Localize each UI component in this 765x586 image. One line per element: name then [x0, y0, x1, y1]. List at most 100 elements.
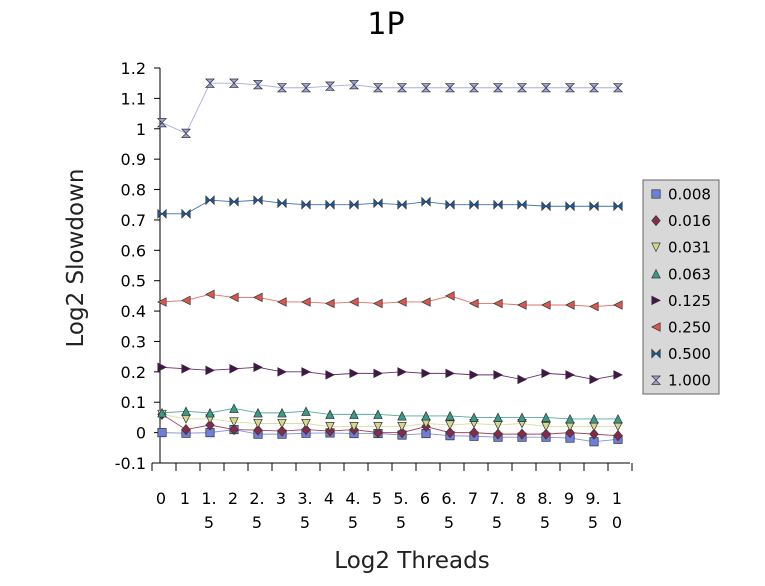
data-point	[493, 428, 503, 440]
data-point	[373, 427, 383, 439]
data-point	[157, 362, 167, 373]
data-point	[301, 424, 311, 436]
x-tick-label: 0	[156, 489, 166, 508]
data-point	[253, 292, 263, 303]
data-point	[229, 403, 239, 413]
x-tick-label: 6	[420, 489, 430, 508]
x-tick-label: 8	[516, 489, 526, 508]
data-point	[589, 301, 599, 312]
data-point	[564, 83, 576, 93]
data-point	[253, 418, 263, 429]
data-point	[181, 364, 191, 374]
y-tick-label: 0.3	[121, 332, 146, 351]
data-point	[325, 409, 335, 419]
data-point	[469, 298, 479, 309]
data-point	[469, 427, 479, 439]
x-tick-label: 5	[492, 513, 502, 532]
data-point	[228, 78, 240, 88]
series-line	[161, 413, 618, 427]
data-point	[445, 199, 455, 210]
data-point	[229, 417, 239, 427]
data-point	[349, 199, 359, 210]
data-point	[325, 298, 335, 309]
x-tick-label: 9.	[585, 489, 600, 508]
legend-label: 0.016	[668, 212, 711, 230]
data-point	[613, 430, 623, 442]
x-tick-label: 5	[396, 513, 406, 532]
data-point	[420, 83, 432, 93]
data-point	[397, 367, 407, 377]
data-point	[301, 367, 311, 377]
y-tick-label: 0.4	[121, 302, 146, 321]
data-point	[229, 292, 239, 303]
data-point	[541, 412, 551, 422]
data-point	[589, 413, 599, 424]
x-tick-label: 5	[204, 513, 214, 532]
x-tick-label: 5	[444, 513, 454, 532]
data-point	[204, 78, 216, 88]
y-tick-label: 0.8	[121, 181, 146, 200]
series-0.063	[157, 403, 623, 424]
y-tick-label: 0.2	[121, 363, 146, 382]
data-point	[612, 83, 624, 93]
legend-label: 0.031	[668, 239, 711, 257]
data-point	[205, 419, 215, 431]
data-point	[253, 407, 263, 418]
y-tick-label: 1.1	[121, 89, 146, 108]
data-point	[396, 83, 408, 93]
legend-label: 0.008	[668, 186, 711, 204]
data-point	[349, 368, 359, 379]
series-0.125	[157, 362, 623, 385]
data-point	[445, 410, 455, 421]
data-point	[444, 83, 456, 93]
x-tick-label: 5	[348, 513, 358, 532]
legend-label: 0.125	[668, 292, 711, 310]
series-0.500	[157, 195, 623, 219]
data-point	[181, 295, 191, 306]
data-point	[516, 83, 528, 93]
data-point	[349, 297, 359, 307]
x-tick-label: 4	[324, 489, 334, 508]
data-point	[493, 370, 503, 380]
x-tick-label: 9	[564, 489, 574, 508]
legend-item: 0.500	[651, 345, 711, 363]
data-point	[324, 81, 336, 91]
data-point	[229, 424, 239, 436]
data-point	[469, 199, 479, 210]
data-point	[493, 412, 503, 422]
data-point	[205, 407, 215, 418]
data-point	[157, 407, 167, 418]
series-0.250	[157, 289, 623, 312]
legend-label: 0.250	[668, 319, 711, 337]
data-point	[517, 412, 527, 422]
x-tick-label: 5	[540, 513, 550, 532]
data-point	[372, 83, 384, 93]
data-point	[373, 298, 383, 309]
data-point	[277, 425, 287, 437]
data-point	[493, 298, 503, 309]
data-point	[276, 83, 288, 93]
data-point	[397, 427, 407, 439]
data-point	[180, 128, 192, 138]
data-point	[253, 362, 263, 373]
y-tick-label: 0.5	[121, 272, 146, 291]
series-line	[161, 407, 618, 420]
legend-marker	[651, 295, 661, 306]
data-point	[517, 199, 527, 210]
y-tick-label: 0.6	[121, 241, 146, 260]
data-point	[181, 424, 191, 436]
data-point	[253, 195, 263, 206]
data-point	[373, 368, 383, 379]
data-point	[349, 409, 359, 419]
x-tick-label: 1.	[201, 489, 216, 508]
legend-marker	[651, 189, 661, 199]
data-point	[397, 199, 407, 210]
legend-item: 0.031	[651, 239, 711, 257]
data-point	[397, 410, 407, 421]
data-point	[469, 370, 479, 380]
x-tick-label: 8.	[537, 489, 552, 508]
x-tick-label: 4.	[345, 489, 360, 508]
data-point	[445, 291, 455, 301]
legend-label: 0.500	[668, 345, 711, 363]
